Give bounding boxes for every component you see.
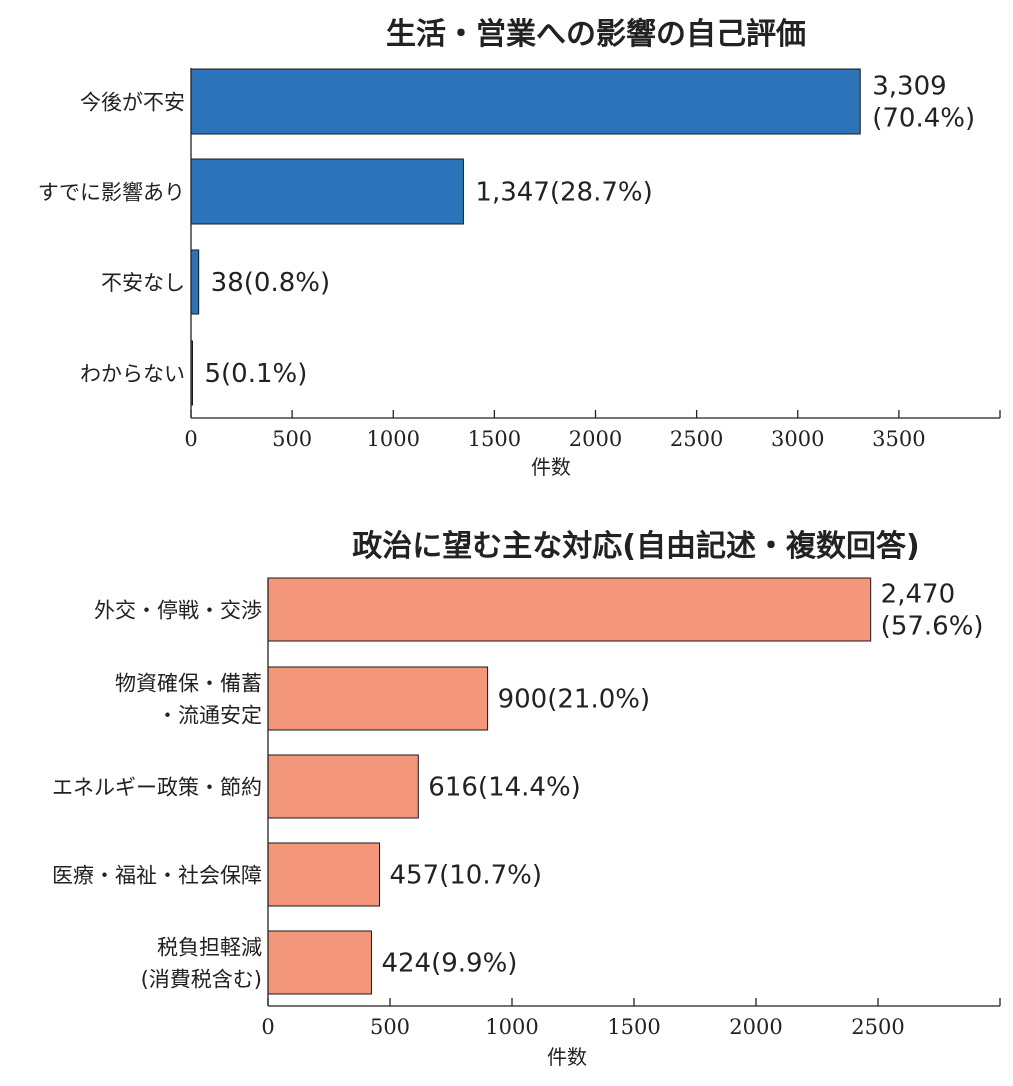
data-label: 2,470 (881, 580, 955, 610)
category-label: 医療・福祉・社会保障 (52, 864, 262, 888)
category-label: 物資確保・備蓄 (115, 672, 262, 696)
category-label: すでに影響あり (38, 181, 185, 205)
category-label: 税負担軽減 (157, 936, 262, 960)
bar (190, 68, 861, 135)
category-label: 外交・停戦・交渉 (94, 599, 262, 623)
x-tick-label: 2000 (729, 1015, 782, 1039)
x-tick-label: 2500 (851, 1015, 904, 1039)
x-tick-label: 1500 (468, 427, 521, 451)
data-label: (70.4%) (872, 104, 975, 134)
x-tick-label: 1000 (485, 1015, 538, 1039)
bar (267, 842, 381, 907)
bar (267, 666, 489, 731)
chart-title: 生活・営業への影響の自己評価 (386, 17, 806, 52)
bar (190, 249, 200, 315)
category-label: (消費税含む) (141, 968, 262, 992)
x-tick-label: 2000 (569, 427, 622, 451)
x-axis-label: 件数 (531, 455, 571, 479)
x-tick-label: 500 (272, 427, 312, 451)
x-axis-label: 件数 (547, 1045, 587, 1069)
data-label: 616(14.4%) (428, 773, 581, 803)
data-label: 457(10.7%) (390, 861, 543, 891)
bar (267, 754, 419, 819)
bar (267, 577, 872, 642)
chart-2: 政治に望む主な対応(自由記述・複数回答) 外交・停戦・交渉 2,470(57.6%)… (52, 529, 1001, 1069)
x-tick-label: 3000 (771, 427, 824, 451)
x-tick-label: 1500 (607, 1015, 660, 1039)
chart-title: 政治に望む主な対応(自由記述・複数回答) (352, 529, 919, 564)
bar (267, 930, 372, 995)
data-label: 424(9.9%) (381, 949, 517, 979)
x-tick-label: 1000 (367, 427, 420, 451)
data-label: (57.6%) (881, 612, 984, 642)
x-tick-label: 3500 (872, 427, 925, 451)
x-tick-label: 0 (261, 1015, 274, 1039)
data-label: 3,309 (872, 72, 946, 102)
category-label: 不安なし (101, 271, 185, 295)
category-label: わからない (80, 362, 185, 386)
x-tick-label: 0 (184, 427, 197, 451)
bar (190, 158, 464, 225)
category-label: ・流通安定 (157, 704, 262, 728)
data-label: 900(21.0%) (498, 685, 651, 715)
data-label: 5(0.1%) (205, 359, 308, 389)
x-tick-label: 2500 (670, 427, 723, 451)
category-label: 今後が不安 (80, 91, 185, 115)
data-label: 1,347(28.7%) (475, 178, 652, 208)
x-tick-label: 500 (370, 1015, 410, 1039)
data-label: 38(0.8%) (211, 268, 330, 298)
category-label: エネルギー政策・節約 (52, 776, 262, 800)
